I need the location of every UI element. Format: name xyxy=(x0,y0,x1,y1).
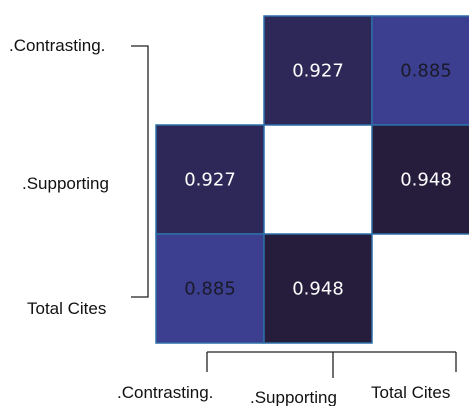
col-label-total-cites: Total Cites xyxy=(371,383,450,402)
cell-value-label: 0.885 xyxy=(400,61,452,82)
row-label-total-cites: Total Cites xyxy=(27,299,106,318)
row-bracket xyxy=(131,45,149,298)
cell-value-label: 0.948 xyxy=(292,279,344,300)
column-bracket xyxy=(206,351,457,378)
cell-value-label: 0.927 xyxy=(184,170,236,191)
row-label-supporting: .Supporting xyxy=(22,174,109,193)
heatmap-cells: 0.927 0.885 0.927 0.948 0.885 0.948 xyxy=(155,15,469,344)
row-label-contrasting: .Contrasting. xyxy=(9,36,105,55)
cell-value-label: 0.927 xyxy=(292,61,344,82)
heatmap-cell-contrasting-supporting xyxy=(263,15,373,126)
cell-value-label: 0.948 xyxy=(400,170,452,191)
heatmap-cell-contrasting-total-cites xyxy=(371,15,469,126)
heatmap-cell-total-cites-supporting xyxy=(263,233,373,344)
cell-value-label: 0.885 xyxy=(184,279,236,300)
col-label-supporting: .Supporting xyxy=(250,388,337,406)
col-label-contrasting: .Contrasting. xyxy=(117,383,213,402)
heatmap-cell-supporting-total-cites xyxy=(371,124,469,235)
